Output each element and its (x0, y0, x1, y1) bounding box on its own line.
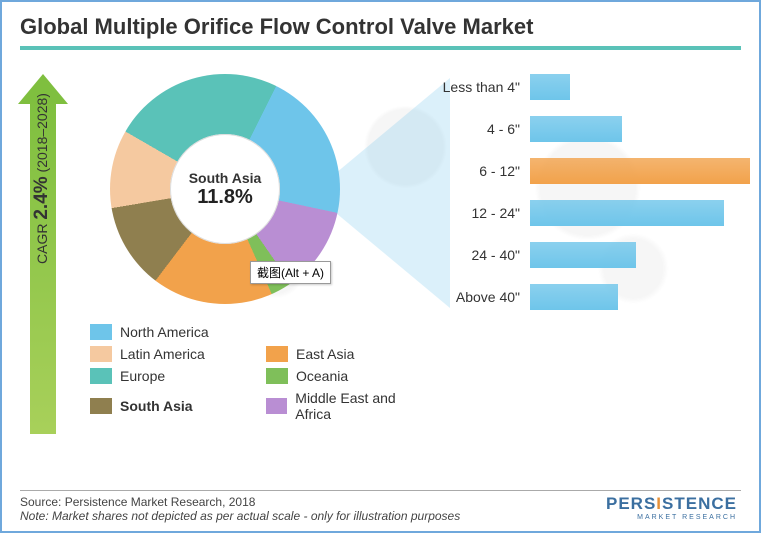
bar-label: Above 40" (440, 289, 530, 305)
cagr-label: CAGR (34, 224, 50, 264)
brand-sub: MARKET RESEARCH (606, 514, 737, 521)
bar-row: 12 - 24" (440, 192, 750, 234)
cagr-value: 2.4% (31, 176, 52, 219)
cagr-text: CAGR 2.4% (2018–2028) (31, 93, 53, 264)
legend-swatch (266, 346, 288, 362)
legend-swatch (266, 398, 287, 414)
brand-logo: PERSISTENCE MARKET RESEARCH (606, 494, 737, 521)
legend-label: East Asia (296, 346, 354, 362)
legend-swatch (90, 346, 112, 362)
connector-cone-icon (330, 78, 450, 308)
bar-fill (530, 74, 570, 100)
bar-label: 12 - 24" (440, 205, 530, 221)
bar-row: 6 - 12" (440, 150, 750, 192)
screenshot-tooltip: 截图(Alt + A) (250, 261, 331, 284)
bar-row: Less than 4" (440, 66, 750, 108)
bar-fill (530, 242, 636, 268)
legend-label: South Asia (120, 398, 193, 414)
bar-track (530, 284, 750, 310)
legend-label: Latin America (120, 346, 205, 362)
bar-label: Less than 4" (440, 79, 530, 95)
legend-item: Oceania (266, 368, 430, 384)
legend-swatch (90, 324, 112, 340)
legend: North America Latin America East Asia Europ… (90, 324, 430, 422)
legend-item: South Asia (90, 390, 254, 422)
bar-fill (530, 116, 622, 142)
brand-name: PERSISTENCE (606, 494, 737, 514)
legend-swatch (266, 368, 288, 384)
legend-item: Latin America (90, 346, 254, 362)
page-title: Global Multiple Orifice Flow Control Val… (20, 14, 741, 50)
legend-label: Europe (120, 368, 165, 384)
legend-label: Middle East and Africa (295, 390, 430, 422)
footer: Source: Persistence Market Research, 201… (20, 490, 741, 523)
legend-label: Oceania (296, 368, 348, 384)
infographic-frame: Global Multiple Orifice Flow Control Val… (0, 0, 761, 533)
donut-center: South Asia 11.8% (170, 134, 280, 244)
bar-track (530, 200, 750, 226)
legend-label: North America (120, 324, 209, 340)
content-area: CAGR 2.4% (2018–2028) South Asia 11.8% 截… (20, 56, 741, 496)
bar-track (530, 242, 750, 268)
legend-item: Europe (90, 368, 254, 384)
bar-label: 4 - 6" (440, 121, 530, 137)
bar-track (530, 74, 750, 100)
bar-fill (530, 158, 750, 184)
legend-item: North America (90, 324, 254, 340)
bar-label: 6 - 12" (440, 163, 530, 179)
bar-track (530, 158, 750, 184)
donut-center-value: 11.8% (197, 186, 253, 209)
legend-item: East Asia (266, 346, 430, 362)
bar-chart: Less than 4" 4 - 6" 6 - 12" 12 - 24" 24 - 40… (440, 66, 750, 318)
bar-fill (530, 200, 724, 226)
bar-fill (530, 284, 618, 310)
bar-label: 24 - 40" (440, 247, 530, 263)
legend-swatch (90, 398, 112, 414)
legend-item (266, 324, 430, 340)
cagr-arrow: CAGR 2.4% (2018–2028) (20, 74, 66, 434)
donut-center-label: South Asia (189, 170, 262, 186)
bar-row: Above 40" (440, 276, 750, 318)
bar-row: 4 - 6" (440, 108, 750, 150)
legend-swatch (90, 368, 112, 384)
cagr-period: (2018–2028) (34, 93, 50, 172)
bar-track (530, 116, 750, 142)
bar-row: 24 - 40" (440, 234, 750, 276)
legend-item: Middle East and Africa (266, 390, 430, 422)
